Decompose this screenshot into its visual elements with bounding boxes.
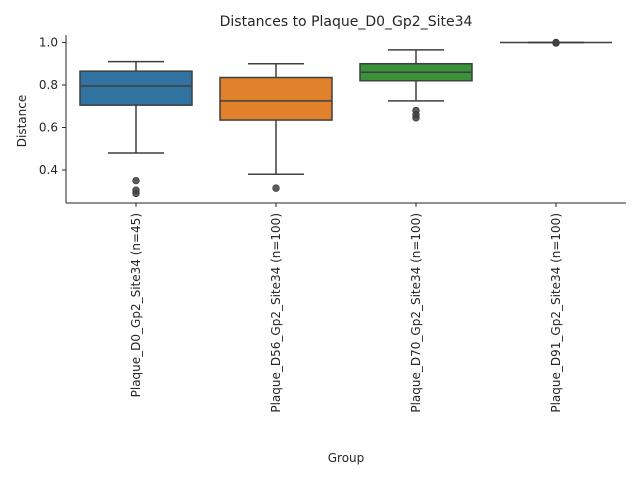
y-tick-label: 0.4 (39, 163, 58, 177)
x-tick-label: Plaque_D0_Gp2_Site34 (n=45) (129, 213, 143, 397)
x-tick-label: Plaque_D91_Gp2_Site34 (n=100) (549, 213, 563, 413)
box-groups (79, 38, 612, 198)
y-axis-label: Distance (15, 95, 29, 147)
outlier-point (132, 189, 140, 198)
y-tick-label: 0.8 (39, 78, 58, 92)
box-group (79, 60, 193, 198)
box-group (500, 38, 612, 47)
x-tick-label: Plaque_D56_Gp2_Site34 (n=100) (269, 213, 283, 413)
x-ticks: Plaque_D0_Gp2_Site34 (n=45) Plaque_D56_Gp… (129, 203, 563, 413)
y-tick-label: 1.0 (39, 35, 58, 49)
box-group (359, 49, 473, 122)
x-axis-label: Group (328, 451, 365, 465)
box-group (219, 62, 333, 192)
outlier-point (132, 176, 140, 185)
outlier-point (272, 184, 280, 192)
chart-title: Distances to Plaque_D0_Gp2_Site34 (220, 14, 473, 30)
y-tick-label: 0.6 (39, 121, 58, 135)
box-iqr (79, 70, 193, 106)
outlier-point (412, 114, 420, 122)
y-ticks: 0.4 0.6 0.8 1.0 (39, 35, 66, 177)
box-iqr (219, 76, 333, 121)
x-tick-label: Plaque_D70_Gp2_Site34 (n=100) (409, 213, 423, 413)
outlier-point (552, 39, 560, 47)
